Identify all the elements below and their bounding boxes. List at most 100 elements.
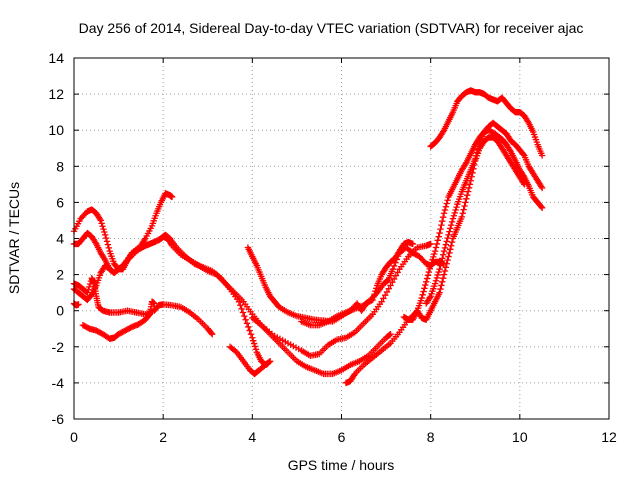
x-tick-label: 6 xyxy=(338,429,346,445)
grid xyxy=(74,58,609,419)
data-point xyxy=(431,250,438,258)
data-point xyxy=(447,225,454,232)
data-point xyxy=(443,200,450,207)
data-point xyxy=(439,251,447,258)
data-point xyxy=(440,271,448,278)
data-point xyxy=(473,149,481,156)
data-point xyxy=(85,283,93,291)
data-point xyxy=(250,340,258,347)
data-point xyxy=(437,225,444,233)
data-point xyxy=(104,241,112,248)
y-tick-label: 14 xyxy=(48,50,64,66)
x-tick-label: 12 xyxy=(601,429,617,445)
data-point xyxy=(237,302,244,309)
data-point xyxy=(424,272,432,279)
data-point xyxy=(168,193,176,201)
data-point xyxy=(538,184,546,192)
data-point xyxy=(145,312,153,319)
data-point xyxy=(418,294,425,302)
data-point xyxy=(438,221,445,229)
data-point xyxy=(387,330,394,338)
data-point xyxy=(423,278,430,286)
data-point xyxy=(472,155,479,163)
data-point xyxy=(383,288,391,296)
series-arc-e xyxy=(70,300,82,309)
data-point xyxy=(538,183,545,190)
data-point xyxy=(443,238,450,245)
data-point xyxy=(464,188,472,195)
data-point xyxy=(444,197,451,204)
x-axis-label: GPS time / hours xyxy=(288,457,395,473)
series-arc-f xyxy=(79,298,158,342)
data-point xyxy=(266,358,274,365)
data-point xyxy=(394,252,402,260)
data-point xyxy=(443,260,450,267)
data-point xyxy=(378,298,385,305)
axis-ticks: 0 2 4 6 8 10 12 -6 -4 -2 0 2 4 6 8 10 12 14 xyxy=(48,50,617,445)
data-point xyxy=(437,285,444,293)
data-point xyxy=(524,118,532,125)
data-point xyxy=(102,231,109,239)
y-tick-label: 12 xyxy=(48,86,64,102)
data-point xyxy=(380,295,387,302)
data-point xyxy=(141,236,148,244)
data-point xyxy=(451,209,458,217)
y-tick-label: 4 xyxy=(56,231,64,247)
data-point xyxy=(464,191,471,199)
data-point xyxy=(538,152,546,159)
data-point xyxy=(447,242,455,249)
data-point xyxy=(250,337,257,344)
data-point xyxy=(461,202,468,210)
data-point xyxy=(386,331,393,339)
data-point xyxy=(444,256,451,264)
data-point xyxy=(444,234,451,242)
data-point xyxy=(435,268,442,276)
data-point xyxy=(245,323,252,331)
y-axis-label: SDTVAR / TECUs xyxy=(6,182,22,294)
x-tick-label: 4 xyxy=(248,429,256,445)
data-point xyxy=(434,271,441,279)
data-series xyxy=(70,87,546,387)
data-point xyxy=(440,210,448,217)
data-point xyxy=(435,233,442,240)
data-point xyxy=(436,265,443,273)
data-point xyxy=(238,305,245,313)
data-point xyxy=(266,358,273,366)
data-point xyxy=(442,264,450,271)
data-point xyxy=(98,220,105,227)
data-point xyxy=(447,221,455,229)
data-point xyxy=(439,255,446,262)
data-point xyxy=(472,152,480,160)
data-point xyxy=(247,330,255,338)
data-point xyxy=(458,213,466,221)
data-point xyxy=(103,238,111,245)
data-point xyxy=(102,234,110,242)
data-point xyxy=(448,238,456,246)
data-point xyxy=(474,146,482,153)
data-point xyxy=(447,246,454,253)
data-point xyxy=(151,300,158,307)
data-point xyxy=(450,212,458,219)
y-tick-label: 6 xyxy=(56,194,64,210)
data-point xyxy=(431,247,439,255)
series-arc-c xyxy=(70,275,216,338)
data-point xyxy=(251,343,259,350)
chart-title: Day 256 of 2014, Sidereal Day-to-day VTE… xyxy=(79,20,584,36)
data-point xyxy=(409,240,417,248)
x-tick-label: 10 xyxy=(512,429,528,445)
x-tick-label: 8 xyxy=(427,429,435,445)
data-point xyxy=(423,275,431,282)
data-point xyxy=(242,316,249,323)
data-point xyxy=(439,278,446,286)
data-point xyxy=(390,275,398,283)
data-point xyxy=(429,256,436,263)
data-point xyxy=(465,184,473,192)
data-point xyxy=(436,289,443,296)
data-point xyxy=(440,247,448,255)
data-point xyxy=(239,309,247,316)
series-arc-g xyxy=(226,343,274,378)
data-point xyxy=(426,294,433,301)
data-point xyxy=(442,203,450,210)
data-point xyxy=(441,206,449,214)
